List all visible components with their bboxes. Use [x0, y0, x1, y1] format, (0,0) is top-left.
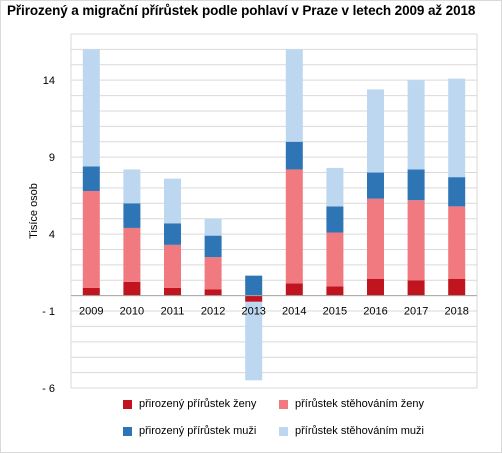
bar-segment	[82, 49, 100, 167]
bar-segment	[204, 289, 222, 296]
bar-segment	[285, 283, 303, 296]
bar-segment	[123, 281, 141, 296]
bar-segment	[448, 278, 466, 296]
bar-segment	[367, 172, 384, 199]
x-tick-label: 2012	[201, 306, 225, 318]
bar-segment	[123, 227, 141, 282]
bar-segment	[164, 223, 181, 245]
bar-segment	[245, 275, 263, 296]
bar-segment	[326, 167, 344, 207]
bar-segment	[164, 178, 181, 224]
y-tick-label: 14	[43, 75, 55, 87]
x-tick-label: 2017	[404, 306, 428, 318]
bar-segment	[164, 244, 181, 288]
legend-swatch	[123, 426, 132, 436]
bar-segment	[326, 206, 344, 233]
legend-item-zeny-natural: přirozený přírůstek ženy	[123, 396, 256, 412]
bar-segment	[448, 177, 466, 207]
legend-label: přirozený přírůstek ženy	[139, 398, 257, 410]
bar-segment	[123, 169, 141, 204]
legend-item-muzi-natural: přirozený přírůstek muži	[123, 423, 256, 439]
bar-segment	[204, 218, 222, 236]
legend-swatch	[123, 399, 132, 409]
legend-item-muzi-migration: přírůstek stěhováním muži	[279, 423, 424, 439]
bar-segment	[204, 257, 222, 290]
y-tick-label: 9	[49, 152, 55, 164]
x-tick-label: 2015	[323, 306, 347, 318]
bar-segment	[367, 198, 384, 279]
y-tick-label: - 6	[42, 383, 55, 395]
bar-segment	[448, 78, 466, 178]
bar-segment	[245, 301, 263, 381]
bar-segment	[204, 235, 222, 258]
bar-segment	[82, 287, 100, 296]
y-tick-label: 4	[49, 229, 55, 241]
bar-segment	[326, 286, 344, 296]
legend-label: přirozený přírůstek muži	[139, 425, 257, 437]
x-tick-label: 2016	[363, 306, 387, 318]
x-tick-labels: 2009 2010 2011 2012 2013 2014 2015 2016 2017 2018	[79, 306, 469, 318]
x-tick-label: 2013	[241, 306, 265, 318]
bar-segment	[245, 295, 263, 302]
legend-label: přírůstek stěhováním ženy	[295, 398, 425, 410]
x-tick-label: 2009	[79, 306, 103, 318]
bar-segment	[407, 169, 425, 201]
y-axis: 14 9 4 - 1 - 6	[42, 75, 55, 395]
bar-segment	[285, 141, 303, 170]
bar-segment	[285, 169, 303, 284]
chart-title: Přirozený a migrační přírůstek podle poh…	[7, 3, 476, 18]
x-tick-label: 2011	[161, 306, 185, 318]
bar-segment	[326, 232, 344, 287]
bar-segment	[407, 280, 425, 296]
x-tick-label: 2014	[282, 306, 306, 318]
y-axis-label: Tisíce osob	[28, 183, 40, 239]
legend: přirozený přírůstek ženy přírůstek stěho…	[119, 394, 459, 446]
bar-segment	[407, 80, 425, 170]
bar-segment	[367, 89, 384, 173]
x-tick-label: 2018	[444, 306, 468, 318]
bars	[82, 49, 466, 381]
bar-segment	[448, 206, 466, 279]
legend-swatch	[279, 399, 288, 409]
bar-segment	[123, 203, 141, 228]
bar-segment	[82, 190, 100, 288]
x-tick-label: 2010	[120, 306, 144, 318]
y-tick-label: - 1	[42, 306, 55, 318]
bar-segment	[82, 166, 100, 191]
legend-swatch	[279, 426, 288, 436]
legend-item-zeny-migration: přírůstek stěhováním ženy	[279, 396, 424, 412]
legend-label: přírůstek stěhováním muži	[295, 425, 424, 437]
bar-segment	[407, 200, 425, 281]
bar-segment	[164, 287, 181, 296]
bar-segment	[367, 278, 384, 296]
bar-segment	[285, 49, 303, 142]
